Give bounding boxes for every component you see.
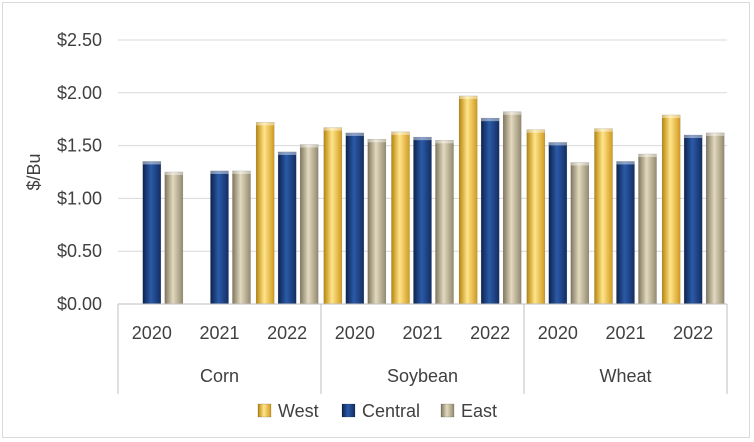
legend-swatch-west [257, 403, 272, 418]
bars [142, 95, 725, 305]
legend-label: West [278, 401, 319, 421]
bar-top-highlight [300, 144, 319, 148]
bar-top-highlight [548, 142, 567, 146]
chart-frame [2, 2, 750, 438]
legend-label: East [461, 401, 497, 421]
bar-top-highlight [435, 140, 454, 144]
bar-top-highlight [413, 137, 432, 141]
bar-top-highlight [345, 132, 364, 136]
bar-top-highlight [503, 111, 522, 115]
bar-top-highlight [367, 139, 386, 143]
bar-top-highlight [526, 129, 545, 133]
bar-top-highlight [278, 151, 297, 155]
bar-west [255, 122, 275, 305]
labels: $0.00 $0.50 $1.00 $1.50 $2.00 $2.50 $/Bu 2020 20… [24, 30, 713, 386]
legend-swatch-east [440, 403, 455, 418]
bar-central [413, 136, 432, 305]
bar-top-highlight [164, 172, 183, 175]
x-tick-label: 2020 [335, 323, 375, 343]
bar-central [345, 132, 365, 305]
bar-top-highlight [662, 114, 681, 118]
bar-top-highlight [210, 170, 229, 174]
legend-swatch-central [341, 403, 356, 418]
bar-east [705, 132, 725, 305]
bar-top-highlight [594, 128, 613, 132]
bar-east [232, 170, 251, 305]
x-tick-label: 2020 [538, 323, 578, 343]
bar-central [683, 134, 703, 305]
y-tick-label: $2.00 [57, 83, 102, 103]
bar-east [299, 144, 319, 305]
bar-central [480, 117, 500, 305]
y-tick-label: $1.50 [57, 136, 102, 156]
bar-central [142, 161, 162, 305]
x-group-label: Corn [200, 366, 239, 386]
bar-east [367, 139, 387, 305]
bar-west [526, 129, 546, 305]
bar-central [210, 170, 229, 305]
bar-top-highlight [323, 127, 342, 131]
bar-east [502, 111, 522, 305]
bar-west [391, 131, 410, 305]
y-tick-label: $1.00 [57, 188, 102, 208]
bar-top-highlight [570, 162, 589, 166]
bar-top-highlight [232, 170, 251, 174]
bar-west [458, 95, 478, 305]
bar-top-highlight [638, 154, 657, 158]
bar-east [638, 153, 657, 305]
bar-top-highlight [256, 122, 275, 126]
bar-east [164, 171, 184, 305]
bar-west [661, 114, 681, 305]
bar-central [548, 142, 568, 305]
y-tick-label: $0.00 [57, 294, 102, 314]
y-axis-title: $/Bu [24, 153, 44, 190]
x-tick-label: 2021 [199, 323, 239, 343]
x-group-label: Soybean [387, 366, 458, 386]
x-tick-label: 2021 [402, 323, 442, 343]
x-group-label: Wheat [599, 366, 651, 386]
x-tick-label: 2020 [132, 323, 172, 343]
bar-top-highlight [481, 118, 500, 122]
bar-top-highlight [142, 161, 161, 165]
bar-top-highlight [459, 95, 478, 99]
x-tick-label: 2021 [605, 323, 645, 343]
bar-top-highlight [684, 135, 703, 139]
axes [117, 303, 728, 394]
legend-label: Central [362, 401, 420, 421]
bar-top-highlight [706, 132, 725, 136]
bar-top-highlight [616, 161, 635, 165]
y-tick-label: $2.50 [57, 30, 102, 50]
bar-west [594, 128, 613, 305]
legend: West Central East [257, 401, 497, 421]
bar-west [323, 127, 343, 305]
bar-central [277, 151, 297, 305]
bar-central [616, 161, 635, 305]
bar-east [570, 162, 590, 305]
bar-east [435, 140, 454, 305]
x-tick-label: 2022 [673, 323, 713, 343]
x-tick-label: 2022 [470, 323, 510, 343]
x-tick-label: 2022 [267, 323, 307, 343]
y-tick-label: $0.50 [57, 241, 102, 261]
bar-top-highlight [391, 131, 410, 135]
